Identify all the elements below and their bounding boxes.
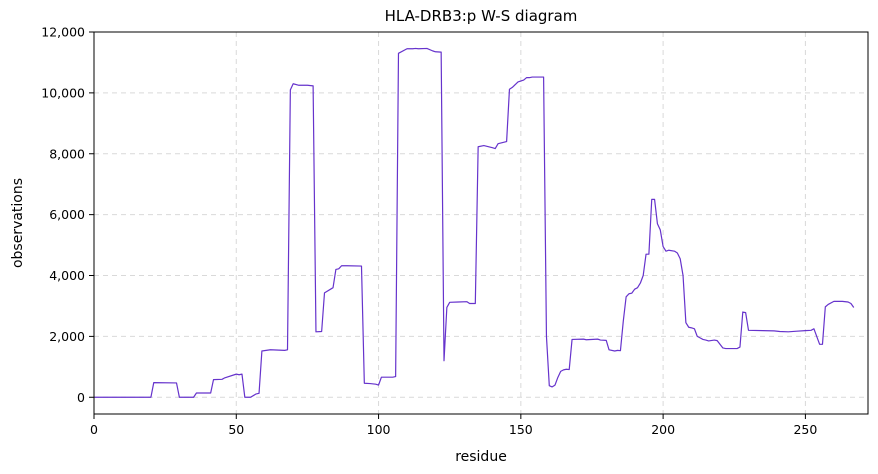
y-tick-label: 10,000	[41, 85, 85, 100]
y-tick-label: 2,000	[49, 329, 85, 344]
y-axis-title: observations	[10, 178, 26, 268]
x-tick-label: 100	[367, 422, 391, 437]
x-axis: 0 50 100 150 200 250	[90, 414, 817, 437]
y-tick-label: 8,000	[49, 146, 85, 161]
x-tick-label: 0	[90, 422, 98, 437]
series-layer	[94, 47, 855, 398]
x-axis-title: residue	[455, 449, 507, 465]
x-tick-label: 200	[651, 422, 675, 437]
x-tick-label: 50	[228, 422, 244, 437]
grid	[93, 31, 868, 414]
x-tick-label: 150	[509, 422, 533, 437]
x-tick-label: 250	[793, 422, 817, 437]
y-tick-label: 4,000	[49, 268, 85, 283]
series-line	[94, 47, 855, 398]
y-tick-label: 6,000	[49, 207, 85, 222]
plot-frame	[93, 31, 869, 415]
y-tick-label: 0	[77, 390, 85, 405]
y-tick-label: 12,000	[41, 25, 85, 40]
y-axis: 0 2,000 4,000 6,000 8,000 10,000 12,000	[41, 25, 94, 405]
chart-title: HLA-DRB3:p W-S diagram	[385, 7, 578, 25]
